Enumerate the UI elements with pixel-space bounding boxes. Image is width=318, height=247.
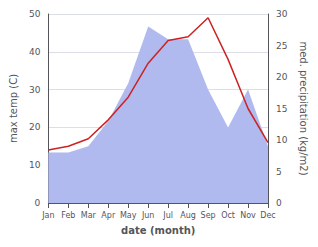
svg-text:Feb: Feb	[61, 211, 75, 220]
svg-text:40: 40	[29, 47, 41, 57]
svg-text:Nov: Nov	[240, 211, 256, 220]
svg-text:20: 20	[276, 72, 288, 82]
svg-text:20: 20	[29, 122, 41, 132]
svg-text:0: 0	[276, 198, 282, 208]
svg-text:0: 0	[35, 198, 41, 208]
svg-text:Oct: Oct	[221, 211, 235, 220]
svg-text:max temp (C): max temp (C)	[8, 74, 19, 143]
svg-text:May: May	[120, 211, 137, 220]
svg-text:30: 30	[29, 85, 41, 95]
svg-text:30: 30	[276, 9, 288, 19]
svg-text:Jun: Jun	[141, 211, 155, 220]
svg-text:15: 15	[276, 104, 287, 114]
svg-text:Mar: Mar	[81, 211, 97, 220]
svg-text:Apr: Apr	[101, 211, 116, 220]
svg-text:date (month): date (month)	[121, 225, 195, 236]
svg-text:50: 50	[29, 9, 41, 19]
svg-text:10: 10	[29, 160, 41, 170]
svg-text:5: 5	[276, 167, 282, 177]
svg-text:Aug: Aug	[180, 211, 196, 220]
svg-text:10: 10	[276, 135, 288, 145]
svg-text:med. precipitation (kg/m2): med. precipitation (kg/m2)	[298, 41, 309, 175]
svg-text:Dec: Dec	[260, 211, 275, 220]
svg-text:Jul: Jul	[162, 211, 173, 220]
svg-text:25: 25	[276, 41, 287, 51]
svg-text:Sep: Sep	[201, 211, 216, 220]
svg-text:Jan: Jan	[41, 211, 54, 220]
